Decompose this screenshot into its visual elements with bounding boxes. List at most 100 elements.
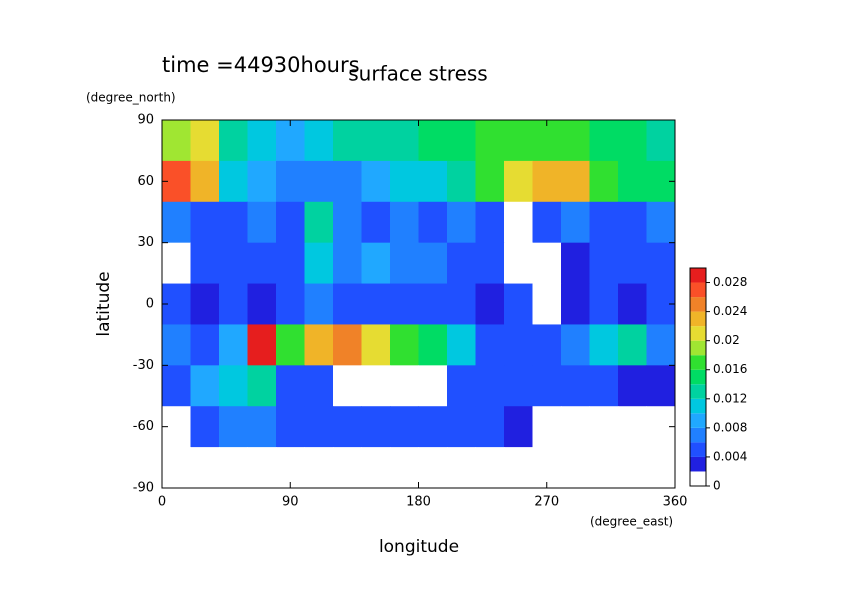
field-cell	[276, 324, 305, 366]
field-cell	[190, 201, 220, 244]
field-cell	[447, 160, 476, 203]
colorbar-band	[690, 413, 706, 428]
colorbar-frame	[689, 267, 707, 487]
colorbar-tick-label: 0.004	[713, 449, 747, 463]
field-cell	[247, 283, 277, 325]
field-cell	[390, 160, 419, 203]
field-cell	[447, 406, 476, 448]
field-cell	[504, 283, 533, 325]
y-tick-label: -60	[133, 419, 154, 434]
x-axis-label: longitude	[379, 537, 459, 557]
colorbar-tick-label: 0.024	[713, 304, 747, 318]
field-cell	[247, 120, 277, 162]
field-cell	[504, 120, 533, 162]
field-cell	[276, 201, 305, 244]
field-cell	[162, 447, 191, 489]
field-cell	[304, 447, 334, 489]
field-cell	[475, 447, 505, 489]
field-cell	[475, 365, 505, 407]
field-cell	[618, 447, 647, 489]
field-cell	[390, 283, 419, 325]
y-tick-label: 0	[146, 297, 154, 312]
field-cell	[390, 201, 419, 244]
field-cell	[532, 447, 562, 489]
colorbar-band	[690, 427, 706, 443]
field-cell	[589, 242, 619, 285]
field-cell	[190, 365, 220, 407]
colorbar-tick-label: 0.012	[713, 391, 747, 405]
field-cell	[276, 242, 305, 285]
field-cell	[475, 283, 505, 325]
field-cell	[219, 406, 248, 448]
field-cell	[162, 365, 191, 407]
field-cell	[361, 447, 391, 489]
field-cell	[390, 242, 419, 285]
field-cell	[361, 201, 391, 244]
field-cell	[561, 324, 590, 366]
field-cell	[447, 447, 476, 489]
field-cell	[276, 406, 305, 448]
field-cell	[304, 406, 334, 448]
field-cell	[276, 120, 305, 162]
field-cell	[504, 406, 533, 448]
field-cell	[247, 324, 277, 366]
field-cell	[162, 242, 191, 285]
field-cell	[390, 120, 419, 162]
field-cell	[475, 324, 505, 366]
field-cell	[190, 283, 220, 325]
field-cell	[361, 406, 391, 448]
field-cell	[418, 406, 448, 448]
field-cell	[418, 160, 448, 203]
field-cell	[333, 324, 362, 366]
field-cell	[504, 201, 533, 244]
field-cell	[618, 242, 647, 285]
field-cell	[561, 120, 590, 162]
field-cell	[447, 283, 476, 325]
y-tick-label: -90	[133, 481, 154, 496]
field-cell	[190, 324, 220, 366]
field-cell	[304, 365, 334, 407]
y-tick-label: 90	[137, 113, 154, 128]
field-cell	[190, 120, 220, 162]
field-cell	[532, 201, 562, 244]
field-cell	[304, 324, 334, 366]
field-cell	[561, 447, 590, 489]
field-cell	[589, 406, 619, 448]
field-cell	[532, 406, 562, 448]
colorbar-tick-label: 0.008	[713, 420, 747, 434]
field-cell	[646, 242, 676, 285]
y-unit: (degree_north)	[86, 91, 176, 105]
field-cell	[618, 406, 647, 448]
field-cell	[532, 120, 562, 162]
field-cell	[646, 201, 676, 244]
x-tick-label: 270	[534, 495, 559, 510]
colorbar-band	[690, 268, 706, 283]
field-cell	[361, 365, 391, 407]
field-cell	[333, 120, 362, 162]
field-cell	[646, 365, 676, 407]
field-cell	[646, 447, 676, 489]
field-cell	[418, 120, 448, 162]
field-cell	[361, 324, 391, 366]
field-cell	[190, 160, 220, 203]
field-cell	[589, 447, 619, 489]
colorbar-band	[690, 340, 706, 356]
field-cell	[561, 406, 590, 448]
field-cell	[447, 242, 476, 285]
field-cell	[618, 283, 647, 325]
field-cell	[247, 365, 277, 407]
y-tick-label: -30	[133, 358, 154, 373]
field-cell	[618, 324, 647, 366]
colorbar-tick-label: 0.02	[713, 333, 740, 347]
field-cell	[390, 406, 419, 448]
chart-title: surface stress	[348, 62, 487, 86]
field-cell	[361, 160, 391, 203]
field-cell	[589, 324, 619, 366]
field-cell	[418, 324, 448, 366]
colorbar-band	[690, 355, 706, 370]
field-cell	[475, 160, 505, 203]
field-cell	[447, 120, 476, 162]
x-unit: (degree_east)	[590, 515, 673, 529]
y-tick-label: 60	[137, 174, 154, 189]
field-cell	[418, 201, 448, 244]
